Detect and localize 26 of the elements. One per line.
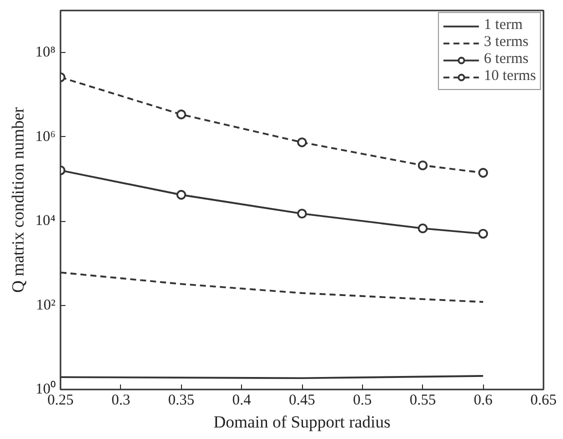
x-tick-label: 0.65 <box>530 392 557 408</box>
x-tick-label: 0.3 <box>112 392 130 408</box>
y-axis-title: Q matrix condition number <box>8 106 28 293</box>
point <box>176 110 186 120</box>
y-tick-label: 10⁸ <box>35 44 56 61</box>
legend-label: 1 term <box>484 17 523 34</box>
legend-label: 3 terms <box>484 34 528 51</box>
y-tick-label: 10⁴ <box>35 213 56 230</box>
x-tick-label: 0.4 <box>232 392 252 408</box>
x-tick-label: 0.45 <box>288 392 316 408</box>
y-tick-label: 10² <box>36 297 56 314</box>
x-tick-label: 0.35 <box>168 392 194 408</box>
x-axis-title: Domain of Support radius <box>213 412 391 432</box>
point <box>478 228 488 239</box>
y-tick-label: 10⁶ <box>35 128 56 145</box>
point <box>297 137 307 148</box>
point <box>478 168 488 178</box>
x-tick-label: 0.6 <box>474 392 493 408</box>
point <box>297 208 307 219</box>
point <box>176 190 186 200</box>
legend-label: 10 terms <box>484 68 536 85</box>
point <box>418 160 428 170</box>
x-tick-label: 0.55 <box>410 392 436 408</box>
legend-label: 6 terms <box>484 51 528 68</box>
point <box>418 223 428 234</box>
x-tick-label: 0.5 <box>353 392 372 408</box>
